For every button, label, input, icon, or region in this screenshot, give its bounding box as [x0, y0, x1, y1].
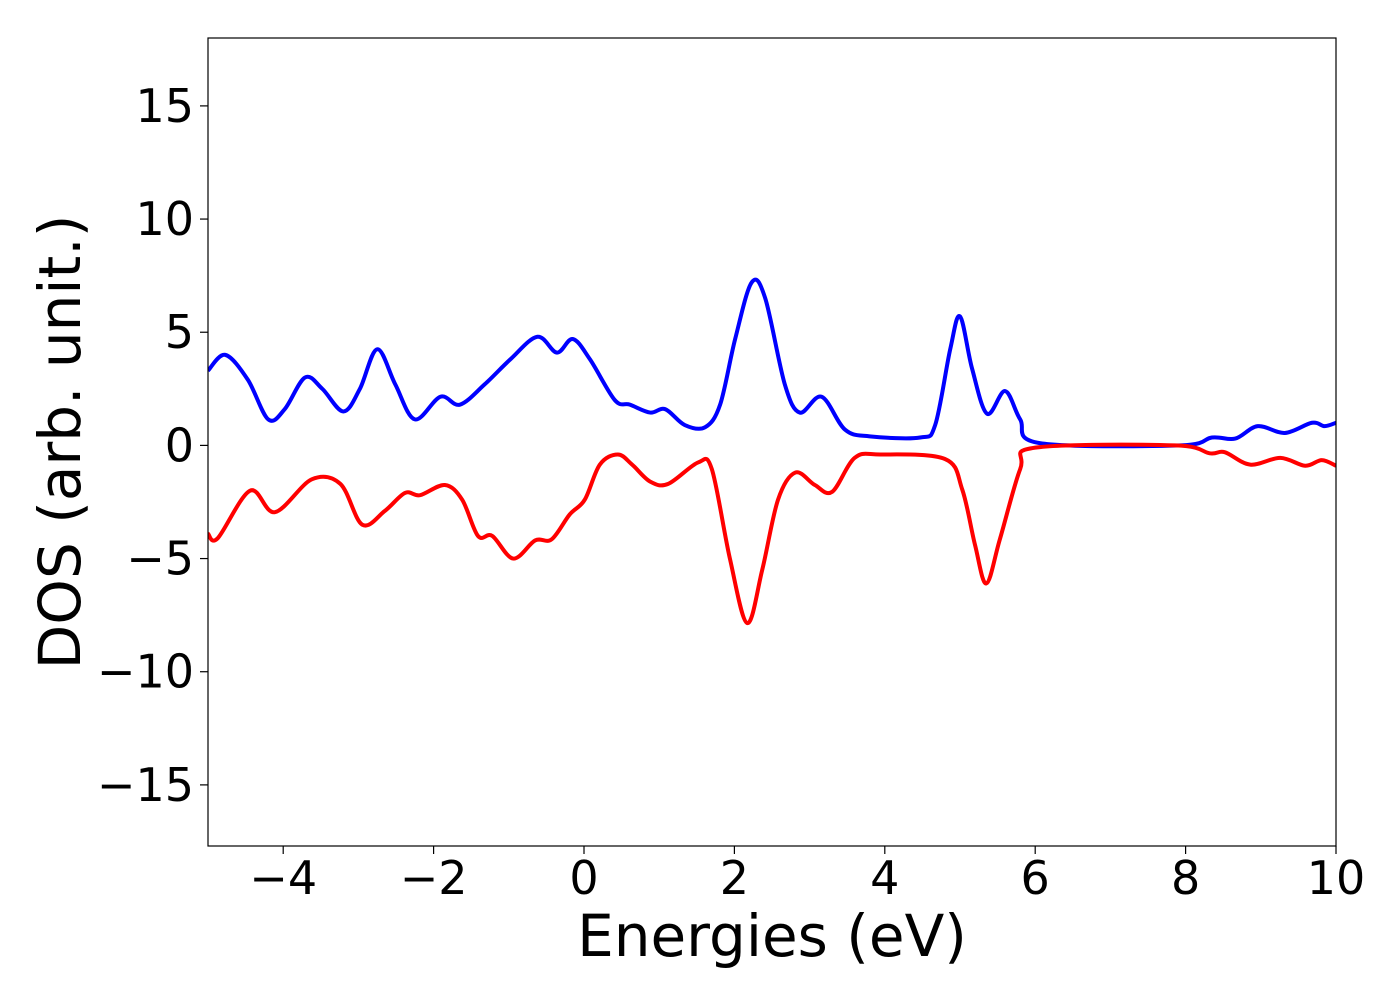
x-tick-label: −4 [249, 851, 317, 905]
x-tick-label: −2 [400, 851, 468, 905]
x-tick-label: 8 [1171, 851, 1200, 905]
x-tick-label: 6 [1021, 851, 1050, 905]
y-tick-label: 0 [165, 418, 194, 472]
y-tick-label: −5 [126, 532, 194, 586]
plot-frame [207, 37, 1337, 847]
y-tick-label: 15 [135, 79, 194, 133]
y-tick-label: −15 [97, 758, 194, 812]
y-tick-label: 5 [165, 305, 194, 359]
y-tick-label: 10 [135, 192, 194, 246]
x-tick-label: 4 [870, 851, 899, 905]
x-axis-label: Energies (eV) [577, 902, 967, 970]
plot-area [208, 38, 1336, 846]
x-tick-label: 10 [1307, 851, 1366, 905]
y-tick-label: −10 [97, 645, 194, 699]
y-axis-label: DOS (arb. unit.) [26, 215, 94, 670]
x-tick-label: 2 [720, 851, 749, 905]
lines [208, 277, 1336, 626]
dos-line [208, 277, 1336, 449]
x-tick-label: 0 [569, 851, 598, 905]
dos-line [208, 442, 1336, 626]
